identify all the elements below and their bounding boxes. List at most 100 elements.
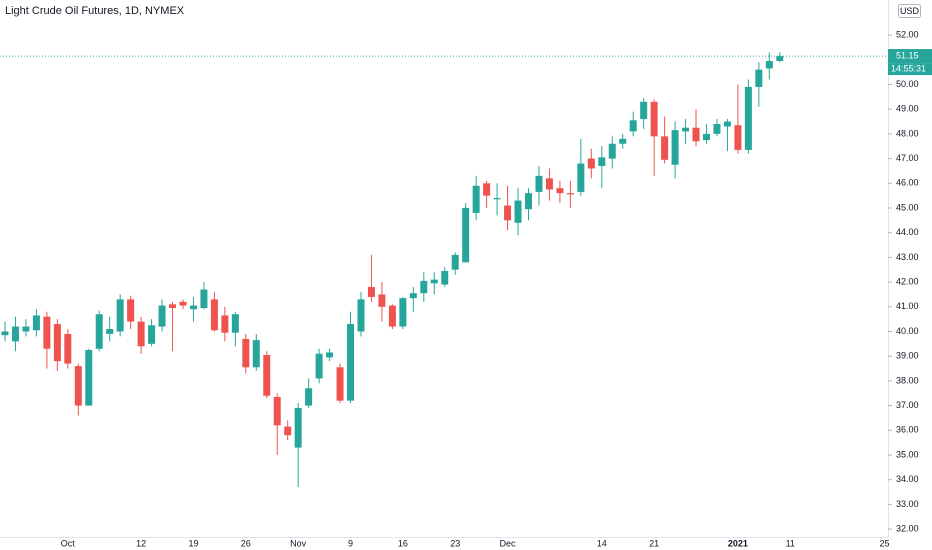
candle-body [409, 293, 417, 299]
candle-body [336, 367, 344, 401]
candle-body [263, 354, 271, 396]
candle-body [640, 101, 648, 120]
candle-body [765, 61, 773, 69]
x-tick-label: 21 [649, 538, 659, 548]
candle-body [430, 279, 438, 284]
countdown-box [888, 63, 932, 76]
x-tick-label: 2021 [728, 538, 748, 548]
x-tick-label: 11 [786, 538, 795, 548]
candle-body [776, 56, 784, 62]
x-tick-label: 26 [241, 538, 251, 548]
candle-body [252, 340, 260, 368]
candle-body [11, 326, 19, 342]
y-tick-label: 49.00 [896, 104, 919, 114]
candle-body [399, 298, 407, 327]
x-tick-label: Nov [290, 538, 307, 548]
candle-body [650, 101, 658, 137]
candle-body [189, 305, 197, 310]
candle-body [95, 314, 103, 349]
candle-body [127, 299, 135, 322]
candle-body [137, 321, 145, 347]
candle-body [378, 294, 386, 307]
x-tick-label: 14 [597, 538, 607, 548]
candle-body [148, 325, 156, 344]
y-tick-label: 48.00 [896, 128, 919, 138]
candle-body [525, 193, 532, 210]
currency-label[interactable]: USD [900, 6, 920, 16]
candle-body [326, 352, 334, 358]
x-tick-label: 19 [188, 538, 198, 548]
candle-body [1, 331, 9, 336]
candle-body [179, 301, 187, 306]
y-tick-label: 46.00 [896, 178, 919, 188]
candle-body [64, 333, 72, 364]
candle-body [483, 183, 491, 196]
candle-body [545, 178, 553, 190]
candle-body [53, 324, 61, 362]
candle-body [514, 200, 522, 223]
y-tick-label: 39.00 [896, 351, 919, 361]
candle-body [210, 299, 218, 331]
y-tick-label: 44.00 [896, 227, 919, 237]
candle-body [504, 205, 512, 221]
candle-body [451, 254, 459, 270]
candle-body [577, 163, 585, 192]
x-tick-label: 16 [398, 538, 408, 548]
y-tick-label: 33.00 [896, 499, 919, 509]
y-tick-label: 35.00 [896, 449, 919, 459]
y-tick-label: 34.00 [896, 474, 919, 484]
candle-body [43, 316, 51, 349]
y-tick-label: 42.00 [896, 276, 919, 286]
candle-body [608, 143, 616, 159]
candle-body [347, 324, 355, 401]
y-tick-label: 37.00 [896, 400, 919, 410]
candle-body [357, 299, 365, 332]
candle-body [598, 157, 606, 166]
candle-body [32, 315, 40, 331]
candle-body [315, 353, 323, 379]
candle-body [671, 130, 679, 165]
candle-body [284, 426, 292, 436]
candle-body [755, 69, 763, 87]
candle-body [566, 193, 574, 195]
candle-body [661, 136, 669, 160]
candle-body [472, 185, 480, 213]
candle-body [22, 326, 30, 332]
candle-body [556, 188, 564, 194]
chart-title: Light Crude Oil Futures, 1D, NYMEX [5, 5, 185, 17]
candle-body [629, 120, 637, 132]
candle-body [200, 289, 208, 309]
x-tick-label: Dec [500, 538, 517, 548]
y-tick-label: 50.00 [896, 79, 919, 89]
x-tick-label: 9 [348, 538, 353, 548]
last-price-box [888, 49, 932, 64]
candle-body [242, 338, 250, 368]
candle-body [587, 158, 595, 169]
candle-body [441, 270, 449, 285]
last-price-label: 51.15 [896, 50, 919, 60]
candle-body [723, 121, 731, 127]
candle-body [273, 396, 281, 426]
candle-body [158, 305, 166, 327]
countdown-label: 14:55:31 [891, 63, 926, 73]
candle-body [702, 133, 710, 141]
x-tick-label: 12 [136, 538, 146, 548]
candle-body [305, 388, 313, 406]
candle-body [74, 366, 82, 406]
y-tick-label: 40.00 [896, 326, 919, 336]
currency-box[interactable] [898, 4, 921, 18]
candle-body [535, 175, 543, 192]
y-tick-label: 41.00 [896, 301, 919, 311]
candle-body [388, 305, 396, 327]
candle-body [116, 299, 124, 332]
candle-body [294, 408, 302, 448]
candle-body [493, 198, 501, 200]
candle-body [462, 207, 470, 263]
y-tick-label: 52.00 [896, 29, 919, 39]
x-tick-label: Oct [61, 538, 76, 548]
candle-body [744, 86, 752, 150]
y-tick-label: 38.00 [896, 375, 919, 385]
y-tick-label: 45.00 [896, 202, 919, 212]
candle-body [106, 329, 114, 334]
